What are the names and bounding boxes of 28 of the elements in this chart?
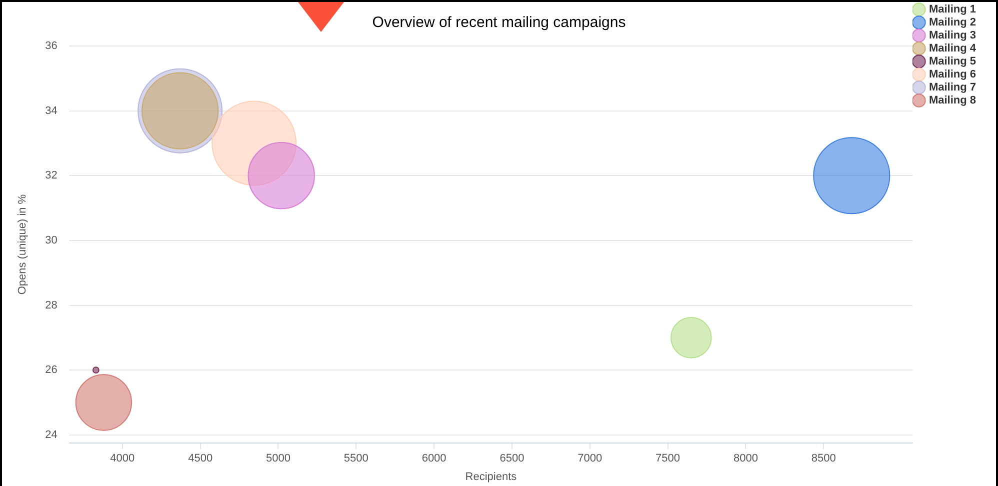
x-tick-label: 5000	[266, 452, 290, 465]
legend-label: Mailing 3	[928, 30, 976, 42]
y-tick-label: 28	[45, 299, 58, 312]
x-tick-label: 6000	[422, 452, 446, 465]
x-tick-label: 4000	[110, 452, 135, 465]
legend-label: Mailing 8	[928, 94, 976, 107]
y-tick-label: 36	[45, 40, 58, 52]
x-tick-label: 6500	[500, 452, 524, 465]
legend-label: Mailing 2	[928, 16, 976, 29]
x-axis-title: Recipients	[465, 470, 518, 483]
x-tick-label: 7000	[578, 452, 602, 465]
x-tick-label: 4500	[188, 452, 213, 465]
y-tick-label: 30	[45, 234, 58, 246]
x-tick-label: 7500	[656, 452, 680, 465]
y-tick-label: 26	[45, 364, 58, 376]
legend-label: Mailing 7	[928, 82, 976, 94]
y-axis-title: Opens (unique) in %	[16, 194, 29, 295]
y-tick-label: 24	[45, 428, 58, 441]
x-tick-label: 8500	[811, 452, 836, 465]
legend-label: Mailing 6	[928, 68, 976, 81]
legend-label: Mailing 5	[928, 56, 976, 68]
legend-label: Mailing 1	[928, 4, 976, 16]
x-tick-label: 8000	[733, 452, 758, 465]
y-tick-label: 34	[45, 104, 58, 117]
x-tick-label: 5500	[344, 452, 368, 465]
chart-title: Overview of recent mailing campaigns	[372, 14, 626, 32]
y-tick-label: 32	[45, 170, 58, 182]
legend-label: Mailing 4	[928, 42, 977, 55]
